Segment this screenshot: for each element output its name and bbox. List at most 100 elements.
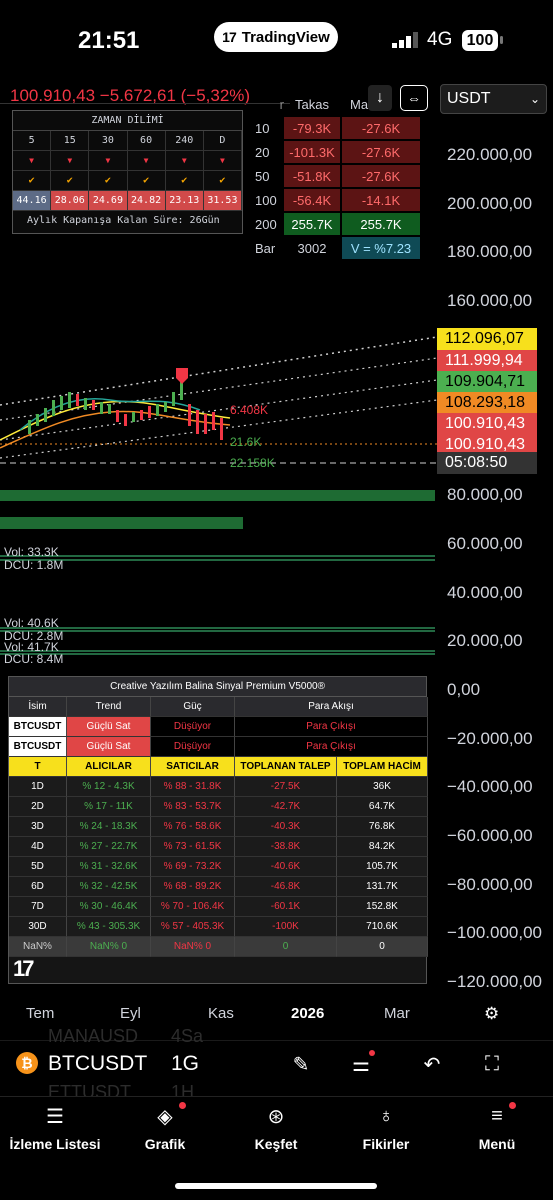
talep-cell: -38.8K (235, 837, 337, 857)
nav-chart[interactable]: ◈ Grafik (110, 1102, 220, 1152)
hacim-cell: 105.7K (337, 857, 428, 877)
balina-col-header-row: T ALICILAR SATICILAR TOPLANAN TALEP TOPL… (9, 757, 428, 777)
volume-label: Vol: 33.3K (4, 545, 59, 559)
indicators-sliders-icon[interactable]: ⚌ (347, 1050, 375, 1078)
saticilar-cell: % 57 - 405.3K (151, 917, 235, 937)
check-icon: ✔ (203, 171, 242, 191)
takas-value: -51.8K (284, 165, 340, 187)
time-axis-label: Eyl (120, 1005, 141, 1022)
takas-partial-header: r (279, 96, 284, 112)
price-axis-label: 220.000,00 (447, 145, 533, 164)
undo-icon[interactable]: ↶ (423, 1053, 441, 1076)
table-row: 3D % 24 - 18.3K % 76 - 58.6K -40.3K 76.8… (9, 817, 428, 837)
takas-row-label: 10 (255, 120, 270, 136)
interval-button[interactable]: 1G (171, 1052, 200, 1075)
down-arrow-icon: ▼ (165, 151, 204, 171)
saticilar-cell: % 83 - 53.7K (151, 797, 235, 817)
nav-ideas[interactable]: ♁ Fikirler (331, 1102, 441, 1153)
app-pill[interactable]: 17 TradingView (214, 22, 338, 52)
bitcoin-icon[interactable]: ₿ (16, 1052, 38, 1074)
nav-watchlist[interactable]: ☰ İzleme Listesi (0, 1102, 110, 1153)
nav-label: Keşfet (254, 1136, 298, 1152)
table-row: 7D % 30 - 46.4K % 70 - 106.4K -60.1K 152… (9, 897, 428, 917)
signal-guc: Düşüyor (151, 717, 235, 737)
bottom-navigation (0, 1096, 553, 1200)
table-row: NaN% NaN% 0 NaN% 0 0 0 (9, 937, 428, 957)
col-header: TOPLAM HACİM (337, 757, 428, 777)
settings-gear-icon[interactable]: ⚙ (484, 1004, 500, 1023)
signal-name: BTCUSDT (9, 737, 67, 757)
talep-cell: -60.1K (235, 897, 337, 917)
table-row: 4D % 27 - 22.7K % 73 - 61.5K -38.8K 84.2… (9, 837, 428, 857)
price-axis-label: −120.000,00 (447, 972, 543, 991)
period-cell: 7D (9, 897, 67, 917)
watchlist-doc-icon: ☰ (46, 1105, 64, 1128)
zaman-title: ZAMAN DİLİMİ (13, 111, 242, 131)
talep-cell: -100K (235, 917, 337, 937)
takas-value: -56.4K (284, 189, 340, 211)
chart-canvas[interactable] (0, 80, 553, 1000)
hacim-cell: 0 (337, 937, 428, 957)
signal-trend: Güçlü Sat (67, 717, 151, 737)
price-axis-label: −100.000,00 (447, 923, 543, 942)
zaman-col-240: 240 (165, 131, 204, 151)
network-type: 4G (427, 29, 453, 50)
takas-bar-row: Bar 3002 V = %7.23 (255, 236, 425, 260)
nav-label: İzleme Listesi (9, 1136, 101, 1152)
zaman-value: 24.82 (127, 191, 166, 211)
green-zone-2 (0, 517, 243, 529)
header-separator (0, 103, 290, 104)
period-cell: 1D (9, 777, 67, 797)
alicilar-cell: % 30 - 46.4K (67, 897, 151, 917)
ma-value: -27.6K (342, 141, 420, 163)
zaman-dilimi-panel: ZAMAN DİLİMİ 5 15 30 60 240 D ▼ ▼ ▼ ▼ ▼ … (12, 110, 243, 234)
nav-menu[interactable]: ≡ Menü (442, 1102, 552, 1152)
signal-guc: Düşüyor (151, 737, 235, 757)
currency-select[interactable]: USDT ⌄ (440, 84, 547, 114)
col-header: TOPLANAN TALEP (235, 757, 337, 777)
channel-line-2 (0, 357, 438, 421)
alicilar-cell: % 12 - 4.3K (67, 777, 151, 797)
zaman-value: 23.13 (165, 191, 204, 211)
saticilar-cell: % 73 - 61.5K (151, 837, 235, 857)
takas-row-label: 20 (255, 144, 270, 160)
ma-orange (0, 410, 231, 449)
draw-pen-icon[interactable]: ✎ (292, 1053, 310, 1076)
nav-label: Menü (478, 1136, 516, 1152)
home-indicator (175, 1183, 377, 1189)
down-arrow-button[interactable]: ↓ (368, 85, 392, 111)
table-row: 5D % 31 - 32.6K % 69 - 73.2K -40.6K 105.… (9, 857, 428, 877)
signal-row: BTCUSDT Güçlü Sat Düşüyor Para Çıkışı (9, 717, 428, 737)
bar-value: 3002 (297, 240, 327, 256)
price-axis-label: −20.000,00 (447, 729, 533, 748)
ma-col-header: Ma (350, 96, 369, 112)
ghost-interval: 4Sa (171, 1026, 204, 1046)
price-tag: 100.910,43 (437, 413, 537, 435)
nav-explore[interactable]: ⊛ Keşfet (221, 1102, 331, 1153)
price-axis-label: 20.000,00 (447, 631, 523, 650)
signal-akis: Para Çıkışı (235, 717, 428, 737)
zaman-grid: 5 15 30 60 240 D ▼ ▼ ▼ ▼ ▼ ▼ ✔ ✔ ✔ ✔ ✔ ✔… (13, 131, 242, 211)
auto-fit-button[interactable]: ⇔ (400, 85, 428, 111)
fullscreen-icon[interactable]: ⛶ (485, 1052, 499, 1075)
price-tag: 100.910,43 (437, 434, 537, 456)
alicilar-cell: % 43 - 305.3K (67, 917, 151, 937)
signal-icon (392, 32, 418, 48)
notification-dot (509, 1102, 516, 1109)
period-cell: 5D (9, 857, 67, 877)
takas-row: 100 -56.4K -14.1K (255, 188, 425, 212)
down-arrow-icon: ▼ (127, 151, 166, 171)
header-guc: Güç (151, 697, 235, 717)
check-icon: ✔ (13, 171, 52, 191)
compass-icon: ⊛ (267, 1105, 285, 1128)
price-tag: 111.999,94 (437, 350, 537, 372)
battery-tip (500, 36, 503, 44)
dcu-label: DCU: 2.8M (4, 629, 64, 643)
price-axis-label: 160.000,00 (447, 291, 533, 310)
talep-cell: 0 (235, 937, 337, 957)
zaman-col-d: D (203, 131, 242, 151)
symbol-button[interactable]: BTCUSDT (48, 1052, 148, 1075)
price-axis-label: −40.000,00 (447, 777, 533, 796)
zaman-col-5: 5 (13, 131, 52, 151)
zaman-value: 31.53 (203, 191, 242, 211)
